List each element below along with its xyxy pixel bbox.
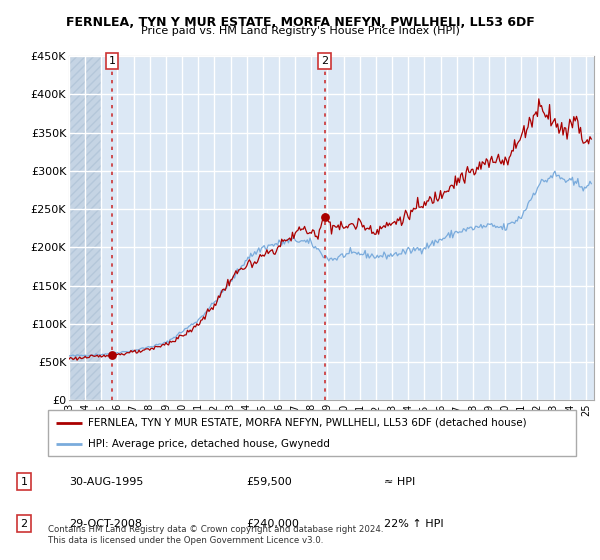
FancyBboxPatch shape — [48, 410, 576, 456]
Text: 2: 2 — [20, 519, 28, 529]
Text: 30-AUG-1995: 30-AUG-1995 — [69, 477, 143, 487]
Text: £240,000: £240,000 — [246, 519, 299, 529]
Text: 2: 2 — [321, 56, 328, 66]
Point — [320, 212, 329, 221]
Bar — [69, 56, 101, 400]
Text: 22% ↑ HPI: 22% ↑ HPI — [384, 519, 443, 529]
Text: 29-OCT-2008: 29-OCT-2008 — [69, 519, 142, 529]
Text: FERNLEA, TYN Y MUR ESTATE, MORFA NEFYN, PWLLHELI, LL53 6DF (detached house): FERNLEA, TYN Y MUR ESTATE, MORFA NEFYN, … — [88, 418, 526, 428]
Text: FERNLEA, TYN Y MUR ESTATE, MORFA NEFYN, PWLLHELI, LL53 6DF: FERNLEA, TYN Y MUR ESTATE, MORFA NEFYN, … — [65, 16, 535, 29]
Text: HPI: Average price, detached house, Gwynedd: HPI: Average price, detached house, Gwyn… — [88, 439, 329, 449]
Point — [107, 351, 117, 360]
Text: £59,500: £59,500 — [246, 477, 292, 487]
Text: 1: 1 — [20, 477, 28, 487]
Text: Contains HM Land Registry data © Crown copyright and database right 2024.
This d: Contains HM Land Registry data © Crown c… — [48, 525, 383, 545]
Text: ≈ HPI: ≈ HPI — [384, 477, 415, 487]
Text: Price paid vs. HM Land Registry's House Price Index (HPI): Price paid vs. HM Land Registry's House … — [140, 26, 460, 36]
Text: 1: 1 — [109, 56, 115, 66]
